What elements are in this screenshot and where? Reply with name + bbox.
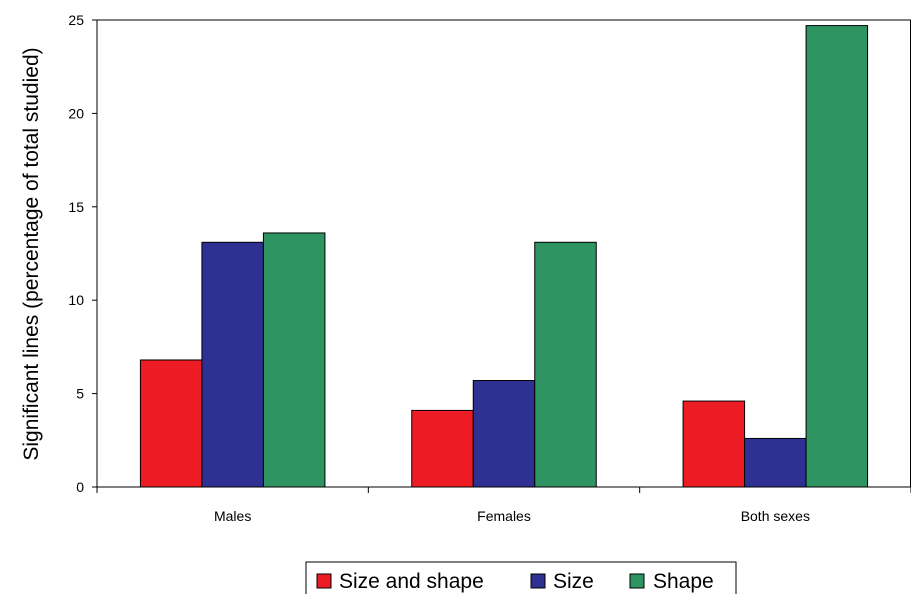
bar <box>201 241 264 488</box>
legend-label: Size and shape <box>339 570 484 593</box>
bar <box>411 409 474 488</box>
x-axis: Males Females Both sexes <box>96 486 911 524</box>
bar <box>262 232 326 488</box>
y-tick-label: 15 <box>68 199 84 215</box>
x-category-label: Males <box>214 508 251 524</box>
legend-swatch <box>530 573 546 589</box>
legend-swatch <box>316 573 332 589</box>
bar <box>472 380 536 488</box>
y-axis-title: Significant lines (percentage of total s… <box>20 47 43 460</box>
y-axis: 0 5 10 15 20 25 <box>68 12 98 495</box>
x-category-label: Both sexes <box>741 508 810 524</box>
y-tick-label: 10 <box>68 292 84 308</box>
bar <box>139 359 203 488</box>
y-tick-label: 25 <box>68 12 84 28</box>
y-tick-label: 20 <box>68 105 84 121</box>
bar <box>805 25 869 488</box>
legend-swatch <box>629 573 645 589</box>
y-tick-label: 5 <box>76 386 84 402</box>
bar <box>534 241 597 488</box>
x-category-label: Females <box>477 508 531 524</box>
legend-label: Size <box>553 570 594 593</box>
legend-label: Shape <box>653 570 714 593</box>
bar <box>682 400 746 488</box>
bars <box>139 25 869 488</box>
legend: Size and shape Size Shape <box>305 561 737 594</box>
legend-box <box>305 561 737 594</box>
bar <box>744 437 807 488</box>
y-tick-label: 0 <box>76 479 84 495</box>
